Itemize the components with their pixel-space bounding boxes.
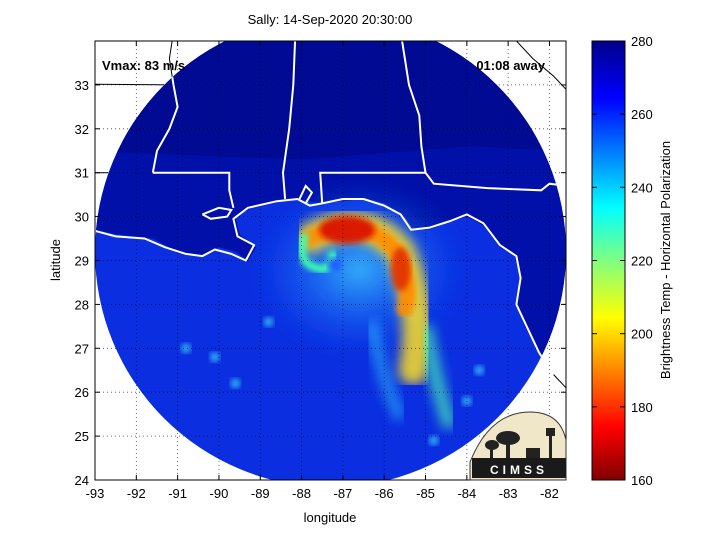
y-axis-label: latitude — [48, 239, 63, 281]
x-tick-label: -93 — [86, 486, 105, 501]
vmax-label: Vmax: 83 m/s — [102, 58, 185, 73]
x-tick-label: -87 — [333, 486, 352, 501]
colorbar-tick-label: 220 — [631, 254, 653, 269]
outer-cloud-shield — [249, 179, 470, 360]
y-tick-label: 25 — [75, 429, 89, 444]
x-tick-label: -82 — [540, 486, 559, 501]
lake-outline — [201, 206, 233, 220]
convective-cell — [230, 378, 241, 389]
cimss-logo: CIMSS — [469, 411, 567, 481]
y-tick-label: 24 — [75, 473, 89, 488]
gulf-coastline — [95, 198, 566, 389]
x-tick-label: -89 — [251, 486, 270, 501]
x-tick-label: -84 — [457, 486, 476, 501]
x-axis-label: longitude — [304, 510, 357, 525]
convective-cell — [474, 365, 485, 376]
x-tick-label: -83 — [499, 486, 518, 501]
x-tick-label: -86 — [375, 486, 394, 501]
y-tick-label: 31 — [75, 166, 89, 181]
land-interior — [95, 41, 566, 160]
southwest-band — [365, 321, 407, 422]
x-tick-label: -88 — [292, 486, 311, 501]
convective-cell — [180, 343, 191, 354]
y-tick-label: 30 — [75, 210, 89, 225]
y-tick-label: 27 — [75, 341, 89, 356]
outer-boundaries — [95, 41, 566, 389]
al-fl-border — [319, 171, 426, 204]
y-tick-label: 26 — [75, 385, 89, 400]
colorbar-tick-label: 280 — [631, 34, 653, 49]
ga-fl-border — [424, 172, 566, 192]
y-tick-label: 29 — [75, 254, 89, 269]
eastern-eyewall — [390, 247, 411, 292]
colorbar-tick-label: 240 — [631, 180, 653, 195]
colorbar-tick-label: 160 — [631, 473, 653, 488]
x-tick-label: -91 — [168, 486, 187, 501]
x-tick-label: -90 — [210, 486, 229, 501]
colorbar-tick-label: 180 — [631, 400, 653, 415]
x-axis: -93 -92 -91 -90 -89 -88 -87 -86 -85 -84 -83 -82 — [86, 41, 559, 501]
storm-eye — [327, 257, 342, 272]
x-tick-label: -92 — [127, 486, 146, 501]
x-tick-label: -85 — [416, 486, 435, 501]
convective-cell — [428, 435, 439, 446]
time-away-label: 01:08 away — [476, 58, 545, 73]
southern-band — [418, 325, 457, 430]
logo-text: CIMSS — [490, 463, 548, 477]
colorbar-tick-label: 200 — [631, 327, 653, 342]
northern-eyewall — [319, 215, 376, 244]
y-tick-label: 33 — [75, 78, 89, 93]
colorbar-ticks: 160 180 200 220 240 260 280 — [592, 34, 653, 488]
hurricane-rainbands — [180, 179, 485, 446]
y-axis: 24 25 26 27 28 29 30 31 32 33 — [75, 78, 566, 488]
mobile-bay — [298, 184, 314, 204]
colorbar-tick-label: 260 — [631, 107, 653, 122]
y-tick-label: 32 — [75, 122, 89, 137]
plot-area — [95, 41, 566, 480]
ms-al-border — [281, 41, 297, 200]
colorbar — [591, 40, 626, 481]
convective-cell — [209, 352, 220, 363]
la-ms-border — [152, 171, 235, 209]
convective-cell — [263, 316, 274, 327]
map-title: Sally: 14-Sep-2020 20:30:00 — [248, 12, 413, 27]
colorbar-label: Brightness Temp - Horizontal Polarizatio… — [658, 141, 673, 379]
land-area — [95, 41, 566, 393]
y-tick-label: 28 — [75, 297, 89, 312]
convective-cell — [461, 395, 472, 406]
